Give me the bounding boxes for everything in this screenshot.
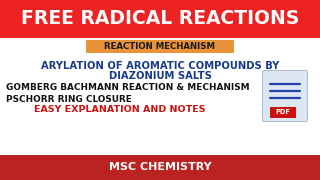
Text: MSC CHEMISTRY: MSC CHEMISTRY: [109, 163, 211, 172]
Text: EASY EXPLANATION AND NOTES: EASY EXPLANATION AND NOTES: [34, 105, 206, 114]
Bar: [270, 107, 296, 118]
Text: PSCHORR RING CLOSURE: PSCHORR RING CLOSURE: [6, 94, 132, 103]
Text: GOMBERG BACHMANN REACTION & MECHANISM: GOMBERG BACHMANN REACTION & MECHANISM: [6, 84, 250, 93]
Text: DIAZONIUM SALTS: DIAZONIUM SALTS: [108, 71, 212, 81]
Bar: [86, 40, 234, 53]
Text: FREE RADICAL REACTIONS: FREE RADICAL REACTIONS: [21, 10, 299, 28]
Text: REACTION MECHANISM: REACTION MECHANISM: [105, 42, 215, 51]
Bar: [0, 155, 320, 180]
Text: PDF: PDF: [276, 109, 291, 116]
FancyBboxPatch shape: [262, 71, 308, 122]
Text: ARYLATION OF AROMATIC COMPOUNDS BY: ARYLATION OF AROMATIC COMPOUNDS BY: [41, 61, 279, 71]
Bar: [0, 0, 320, 38]
